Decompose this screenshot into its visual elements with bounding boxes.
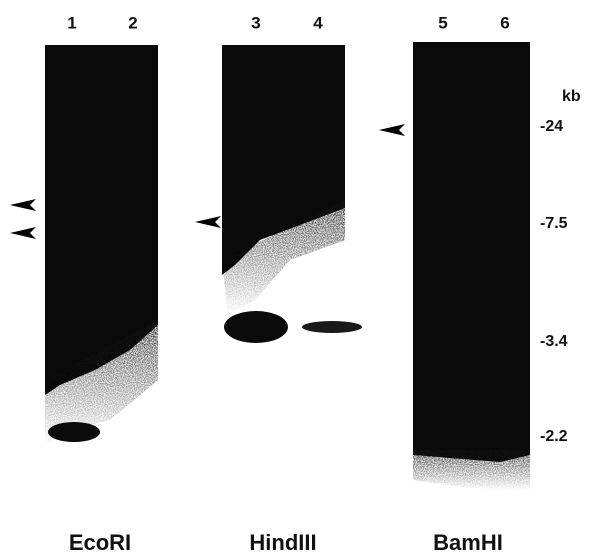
arrowhead (379, 124, 405, 136)
gel-band (48, 422, 100, 442)
lane-label: 6 (500, 13, 509, 32)
arrowhead (195, 216, 221, 228)
arrowhead (10, 199, 36, 211)
arrowhead (10, 227, 36, 239)
gel-band (224, 311, 288, 343)
lane-label: 5 (438, 13, 447, 32)
unit-label: kb (562, 88, 581, 105)
lane-label: 2 (128, 13, 137, 32)
gel-bamhi-smear (413, 450, 530, 490)
enzyme-label: EcoRI (69, 530, 131, 555)
enzyme-label: BamHI (433, 530, 503, 555)
enzyme-label: HindIII (249, 530, 316, 555)
marker-label: -2.2 (540, 428, 568, 445)
lane-label: 4 (313, 13, 323, 32)
lane-label: 1 (67, 13, 76, 32)
marker-label: -3.4 (540, 333, 568, 350)
gel-bamhi (413, 42, 530, 462)
figure: 1 2 3 4 5 6 kb -24 -7.5 -3.4 -2.2 EcoRI … (0, 0, 592, 556)
gel-band (302, 321, 362, 333)
marker-label: -24 (540, 118, 563, 135)
lane-label: 3 (251, 13, 260, 32)
gel-panels (45, 42, 530, 490)
marker-label: -7.5 (540, 215, 568, 232)
